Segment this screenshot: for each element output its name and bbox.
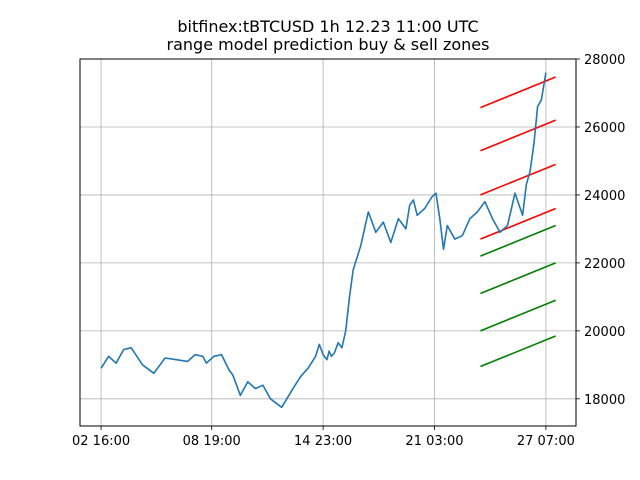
y-tick-label: 26000 bbox=[584, 121, 625, 136]
y-tick-label: 22000 bbox=[584, 257, 625, 272]
sell-zone-line bbox=[480, 76, 556, 109]
buy-zone-line bbox=[480, 299, 556, 332]
price-series bbox=[100, 72, 547, 409]
x-tick-label: 21 03:00 bbox=[405, 434, 463, 449]
y-tick-label: 20000 bbox=[584, 325, 625, 340]
price-line bbox=[100, 72, 547, 409]
x-tick-label: 27 07:00 bbox=[517, 434, 575, 449]
y-tick-label: 24000 bbox=[584, 189, 625, 204]
plot-frame bbox=[79, 58, 577, 427]
sell-zone-line bbox=[480, 119, 556, 152]
buy-zone-line bbox=[480, 224, 556, 257]
sell-zone-line bbox=[480, 163, 556, 196]
prediction-zones bbox=[480, 76, 556, 368]
y-axis: 18000 20000 22000 24000 26000 28000 bbox=[576, 53, 625, 408]
x-tick-label: 08 19:00 bbox=[183, 434, 241, 449]
sell-zone-line bbox=[480, 207, 556, 240]
chart-subtitle: range model prediction buy & sell zones bbox=[167, 35, 490, 54]
y-tick-label: 18000 bbox=[584, 393, 625, 408]
x-axis: 02 16:00 08 19:00 14 23:00 21 03:00 27 07:00 bbox=[72, 426, 575, 449]
buy-zone-line bbox=[480, 262, 556, 295]
y-tick-label: 28000 bbox=[584, 53, 625, 68]
x-tick-label: 14 23:00 bbox=[294, 434, 352, 449]
chart-title: bitfinex:tBTCUSD 1h 12.23 11:00 UTC bbox=[177, 17, 478, 36]
buy-zone-line bbox=[480, 335, 556, 368]
x-tick-label: 02 16:00 bbox=[72, 434, 130, 449]
